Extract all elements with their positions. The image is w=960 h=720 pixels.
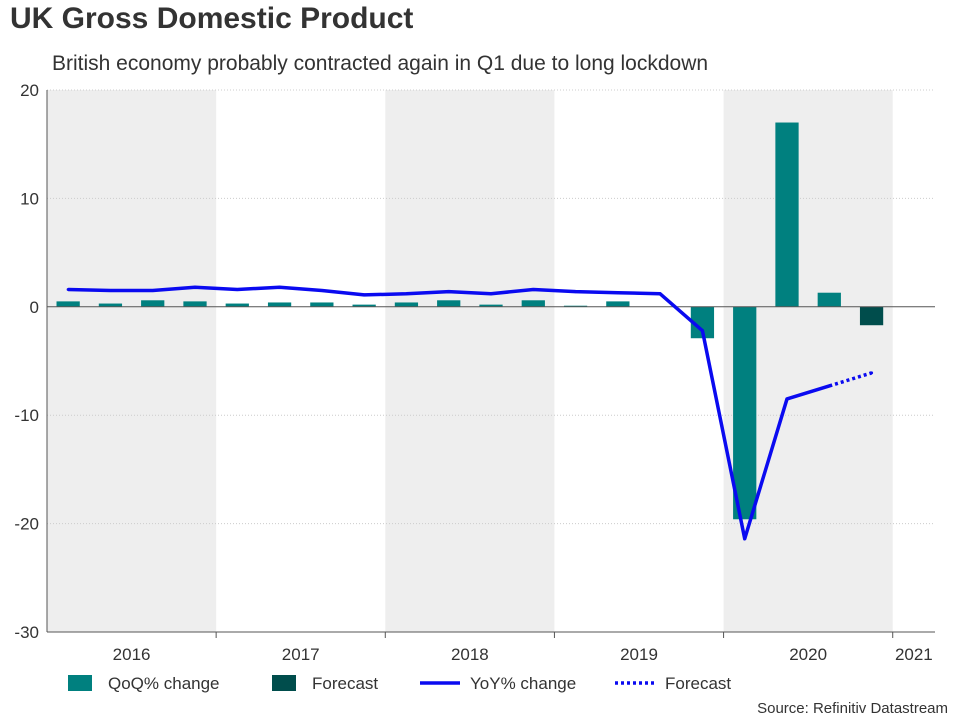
- x-tick-label-2019: 2019: [620, 645, 658, 664]
- yoy-point-2016Q3: [151, 289, 155, 293]
- yoy-point-2017Q1: [235, 287, 239, 291]
- qoq-bar-2016Q3: [141, 300, 165, 307]
- qoq-bar-2020Q2: [775, 122, 799, 307]
- qoq-bar-2018Q1: [394, 302, 419, 307]
- legend-qoq-swatch: [68, 675, 92, 691]
- x-tick-label-2021: 2021: [895, 645, 933, 664]
- yoy-point-2017Q4: [362, 293, 366, 297]
- y-tick-label: -10: [14, 406, 39, 425]
- yoy-point-2019Q3: [658, 292, 662, 296]
- qoq-bar-2016Q4: [183, 301, 207, 307]
- legend-bar-forecast-swatch: [272, 675, 296, 691]
- x-tick-label-2018: 2018: [451, 645, 489, 664]
- x-tick-label-2017: 2017: [282, 645, 320, 664]
- qoq-bar-2016Q1: [56, 301, 80, 307]
- forecast-bar-2020Q4: [859, 306, 884, 326]
- yoy-point-2018Q1: [404, 292, 408, 296]
- yoy-point-2016Q2: [108, 289, 112, 293]
- yoy-point-2017Q2: [278, 285, 282, 289]
- qoq-bar-2016Q2: [98, 303, 123, 307]
- yoy-forecast-line: [828, 371, 873, 388]
- yoy-point-2018Q3: [489, 292, 493, 296]
- chart-title: UK Gross Domestic Product: [10, 2, 414, 35]
- source-note: Source: Refinitiv Datastream: [757, 700, 948, 717]
- y-tick-label: 0: [30, 298, 39, 317]
- qoq-bar-2018Q3: [479, 304, 503, 307]
- year-shade-2016: [47, 90, 217, 632]
- qoq-bar-2017Q2: [267, 302, 292, 307]
- legend-bar-forecast-label: Forecast: [312, 674, 378, 693]
- legend-yoy-label: YoY% change: [470, 674, 576, 693]
- yoy-point-2020Q2: [785, 397, 789, 401]
- yoy-point-2019Q2: [616, 291, 620, 295]
- yoy-point-2019Q4: [700, 329, 704, 333]
- y-tick-label: 10: [20, 189, 39, 208]
- qoq-bar-2020Q3: [817, 292, 841, 307]
- yoy-point-2019Q1: [574, 290, 578, 294]
- yoy-point-2016Q1: [66, 287, 70, 291]
- qoq-bar-2017Q3: [310, 302, 334, 307]
- qoq-bar-2019Q2: [606, 301, 630, 307]
- yoy-point-2018Q4: [531, 287, 535, 291]
- chart-subtitle: British economy probably contracted agai…: [52, 52, 709, 75]
- qoq-bar-2017Q1: [225, 303, 249, 307]
- qoq-bar-2018Q4: [521, 300, 545, 307]
- qoq-bar-2017Q4: [352, 304, 376, 307]
- yoy-forecast-point-2020Q3: [827, 384, 831, 388]
- yoy-point-2018Q2: [447, 290, 451, 294]
- legend-qoq-label: QoQ% change: [108, 674, 220, 693]
- y-tick-label: -30: [14, 623, 39, 642]
- qoq-bar-2019Q1: [563, 305, 588, 307]
- y-tick-label: -20: [14, 515, 39, 534]
- yoy-point-2016Q4: [193, 285, 197, 289]
- x-tick-label-2016: 2016: [113, 645, 151, 664]
- qoq-bar-2018Q2: [437, 300, 461, 307]
- yoy-point-2020Q1: [743, 537, 747, 541]
- yoy-forecast-point-2020Q4: [870, 371, 874, 375]
- qoq-bar-2020Q1: [733, 306, 757, 520]
- year-shade-2018: [385, 90, 555, 632]
- qoq-bar-2019Q4: [690, 306, 715, 339]
- yoy-point-2017Q3: [320, 289, 324, 293]
- legend-line-forecast-label: Forecast: [665, 674, 731, 693]
- y-tick-label: 20: [20, 81, 39, 100]
- x-tick-label-2020: 2020: [789, 645, 827, 664]
